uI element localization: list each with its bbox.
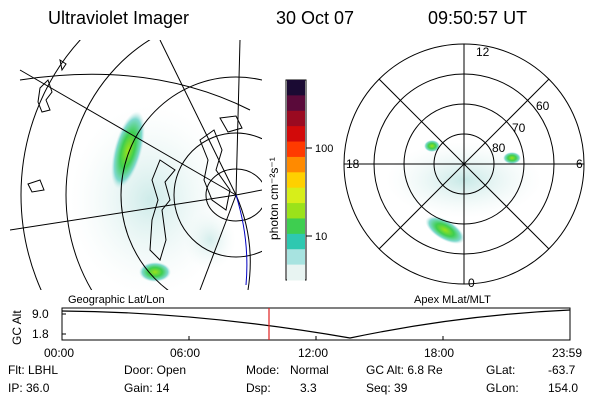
gc-alt-info: GC Alt: 6.8 Re (366, 363, 443, 377)
altitude-plot (61, 307, 571, 341)
date-label: 30 Oct 07 (276, 8, 355, 28)
gain-info: Gain: 14 (124, 381, 170, 395)
altitude-ytick-low: 1.8 (32, 327, 49, 341)
colorbar-tick-10: 10 (315, 231, 327, 243)
altitude-ylabel: GC Alt (10, 310, 24, 345)
mlat-label-70: 70 (512, 121, 526, 135)
altitude-xtick-2: 12:00 (298, 346, 328, 360)
colorbar-segment (287, 249, 305, 266)
longitude-lines (10, 40, 262, 290)
colorbar-segment (287, 110, 305, 127)
colorbar-tick-100: 100 (315, 143, 333, 155)
instrument-title: Ultraviolet Imager (48, 8, 190, 28)
colorbar-segment (287, 172, 305, 189)
altitude-curve (61, 309, 571, 339)
polar-map (343, 43, 585, 285)
seq-info: Seq: 39 (366, 381, 408, 395)
mlat-label-80: 80 (492, 141, 506, 155)
altitude-xtick-0: 00:00 (44, 346, 74, 360)
door-info: Door: Open (124, 363, 187, 377)
altitude-ytick-high: 9.0 (32, 307, 49, 321)
aurora-oval-blob-3 (503, 152, 521, 164)
aurora-blob-2 (139, 262, 171, 282)
dsp-label: Dsp: (246, 381, 271, 395)
altitude-xtick-4: 23:59 (552, 346, 582, 360)
glon-value: 154.0 (548, 381, 579, 395)
colorbar-segment (287, 187, 305, 204)
ip-info: IP: 36.0 (8, 381, 50, 395)
mlt-label-6: 6 (576, 157, 583, 171)
colorbar-segment (287, 156, 305, 173)
geographic-map (10, 40, 262, 290)
mlt-label-18: 18 (346, 157, 360, 171)
color-bar (285, 79, 312, 281)
magnetic-meridian (235, 194, 248, 286)
colorbar-segment (287, 95, 305, 112)
glon-label: GLon: (486, 381, 519, 395)
colorbar-segment (287, 218, 305, 235)
colorbar-segment (287, 126, 305, 143)
left-map-caption: Geographic Lat/Lon (68, 294, 165, 306)
colorbar-segment (287, 141, 305, 158)
mode-value: Normal (290, 363, 329, 377)
colorbar-segment (287, 203, 305, 219)
colorbar-segment (287, 233, 305, 250)
colorbar-label: photon cm⁻²s⁻¹ (267, 157, 281, 240)
dsp-value: 3.3 (300, 381, 317, 395)
filter-info: Flt: LBHL (8, 363, 59, 377)
aurora-oval-blob-1 (425, 216, 465, 244)
latitude-circles (20, 40, 262, 290)
coastlines (27, 58, 243, 261)
mlt-label-0: 0 (468, 276, 475, 290)
glat-label: GLat: (486, 363, 516, 377)
time-label: 09:50:57 UT (428, 8, 528, 28)
altitude-xtick-3: 18:00 (424, 346, 454, 360)
altitude-xtick-1: 06:00 (170, 346, 200, 360)
mlt-label-12: 12 (476, 45, 490, 59)
mode-label: Mode: (246, 363, 280, 377)
mlat-label-60: 60 (536, 99, 550, 113)
glat-value: -63.7 (548, 363, 576, 377)
colorbar-segment (287, 80, 305, 96)
aurora-oval-blob-2 (424, 140, 440, 152)
colorbar-segment (287, 264, 305, 281)
right-map-caption: Apex MLat/MLT (414, 294, 491, 306)
aurora-blob-1 (110, 111, 146, 189)
